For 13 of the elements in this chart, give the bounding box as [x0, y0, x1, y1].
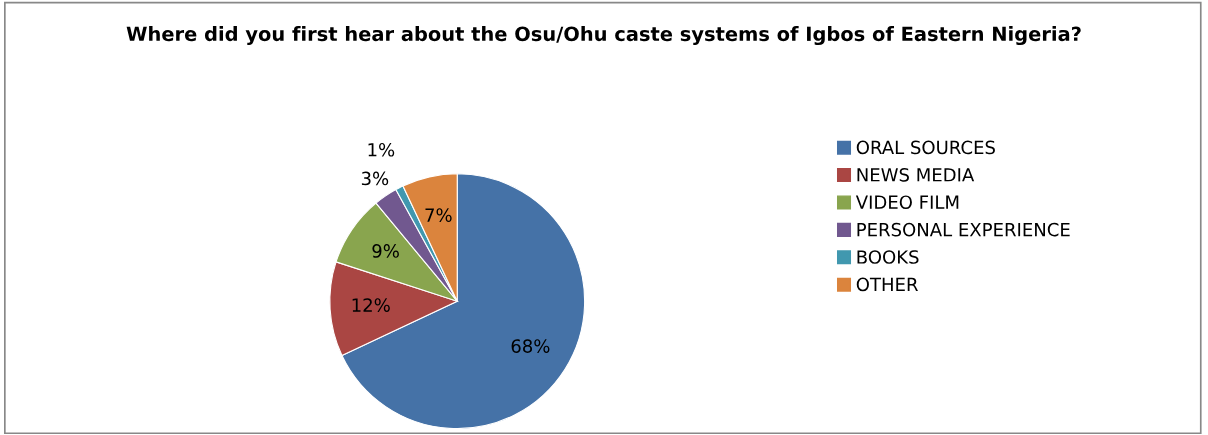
chart-title: Where did you first hear about the Osu/Ohu caste systems of Igbos of Eastern Nigeria? [126, 26, 1081, 46]
legend-label: ORAL SOURCES [856, 140, 995, 155]
data-label: 12% [352, 298, 390, 312]
data-label: 68% [511, 339, 550, 353]
legend-label: OTHER [856, 277, 918, 292]
data-label: 1% [368, 142, 395, 157]
legend-label: PERSONAL EXPERIENCE [857, 222, 1070, 237]
legend-label: VIDEO FILM [855, 195, 959, 210]
data-label: 9% [372, 244, 399, 258]
legend-label: NEWS MEDIA [857, 167, 975, 182]
data-label: 3% [361, 171, 389, 186]
legend-label: BOOKS [857, 250, 919, 264]
data-label: 7% [425, 208, 452, 222]
